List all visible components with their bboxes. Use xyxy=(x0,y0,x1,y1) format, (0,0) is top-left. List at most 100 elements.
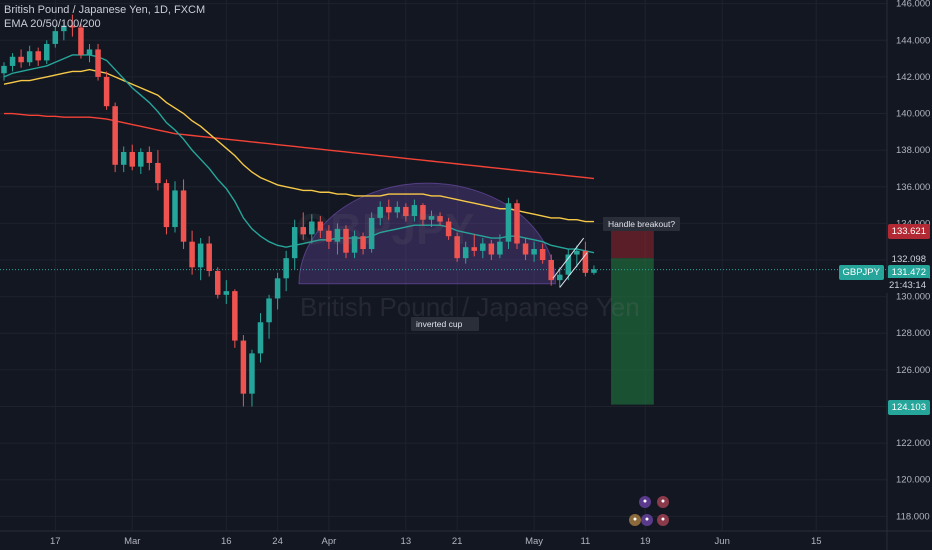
candle-body xyxy=(574,250,580,255)
y-tick-label: 134.000 xyxy=(896,218,930,229)
candle-body xyxy=(155,162,161,184)
candle-body xyxy=(411,205,418,217)
entry-price-tag: 132.098 xyxy=(887,252,930,267)
candle-body xyxy=(462,247,469,259)
candle-body xyxy=(44,43,50,61)
flag-event-icon[interactable]: ● xyxy=(657,496,669,508)
ema200-line xyxy=(4,112,595,180)
y-tick-label: 146.000 xyxy=(896,0,930,10)
y-tick-label: 128.000 xyxy=(896,328,930,339)
wedge-lower-line xyxy=(559,252,588,288)
candle-body xyxy=(232,291,238,341)
chart-title[interactable]: British Pound / Japanese Yen, 1D, FXCM xyxy=(4,4,206,16)
x-tick-label: Mar xyxy=(124,536,140,547)
candle-body xyxy=(343,228,349,253)
candle-body xyxy=(35,51,41,61)
y-tick-label: 126.000 xyxy=(896,365,930,376)
candle-body xyxy=(548,260,554,281)
x-tick-label: 19 xyxy=(640,536,651,547)
candle-body xyxy=(146,151,153,163)
candle-body xyxy=(334,228,341,242)
y-tick-label: 120.000 xyxy=(896,475,930,486)
target-zone xyxy=(611,258,654,405)
candle-body xyxy=(531,249,537,255)
handle-breakout-note[interactable]: Handle breakout? xyxy=(603,217,681,231)
x-tick-label: 17 xyxy=(50,536,61,547)
symbol-watermark: GBPJPY xyxy=(296,205,475,254)
candle-body xyxy=(9,56,16,66)
candle-body xyxy=(394,206,401,213)
candle-body xyxy=(403,206,409,217)
candle-body xyxy=(26,51,33,63)
candle-body xyxy=(505,203,512,242)
x-tick-label: May xyxy=(525,536,543,547)
y-tick-label: 122.000 xyxy=(896,438,930,449)
short-position-box xyxy=(0,230,887,405)
flag-event-icon[interactable]: ● xyxy=(641,514,653,526)
candle-body xyxy=(565,254,572,275)
candle-body xyxy=(206,243,212,271)
x-tick-label: Apr xyxy=(322,536,337,547)
candle-body xyxy=(317,221,324,231)
candle-body xyxy=(18,56,24,63)
candle-body xyxy=(266,298,272,323)
candle-body xyxy=(215,270,221,295)
candle-body xyxy=(368,217,375,250)
candle-body xyxy=(360,236,366,250)
last-price-tag: 131.472 xyxy=(887,265,930,280)
y-tick-label: 144.000 xyxy=(896,35,930,46)
indicator-legend[interactable]: EMA 20/50/100/200 xyxy=(4,18,101,30)
candle-body xyxy=(69,25,76,28)
y-tick-label: 140.000 xyxy=(896,109,930,120)
target-price-tag: 124.103 xyxy=(887,400,930,415)
ema20-line xyxy=(3,54,595,254)
candle-body xyxy=(129,151,135,167)
candle-body xyxy=(326,230,332,242)
candle-body xyxy=(471,247,477,251)
handle-wedge-lines xyxy=(552,237,588,288)
countdown-tag: 21:43:14 xyxy=(885,278,930,293)
wedge-upper-line xyxy=(552,237,585,279)
candle-body xyxy=(351,236,358,253)
candle-body xyxy=(454,236,460,259)
candle-body xyxy=(300,227,306,235)
x-tick-label: 15 xyxy=(811,536,822,547)
candle-body xyxy=(420,205,426,220)
candle-body xyxy=(488,243,495,255)
stop-price-tag: 133.621 xyxy=(887,224,930,239)
ema50-line xyxy=(3,68,594,223)
x-tick-label: 24 xyxy=(272,536,283,547)
y-tick-label: 130.000 xyxy=(896,292,930,303)
candle-body xyxy=(437,216,443,222)
y-tick-label: 138.000 xyxy=(896,145,930,156)
candle-body xyxy=(309,221,315,235)
candle-body xyxy=(480,243,486,251)
candle-body xyxy=(557,274,563,281)
candle-body xyxy=(223,291,230,295)
flag-event-icon[interactable]: ● xyxy=(657,514,669,526)
candle-body xyxy=(189,241,195,268)
y-tick-label: 142.000 xyxy=(896,72,930,83)
inverted-cup-note[interactable]: inverted cup xyxy=(411,317,479,331)
candle-body xyxy=(582,250,589,273)
candle-body xyxy=(283,258,289,279)
flag-event-icon[interactable]: ● xyxy=(639,496,651,508)
candle-body xyxy=(257,322,264,354)
candle-body xyxy=(180,190,187,242)
x-tick-label: 11 xyxy=(580,536,590,547)
candles xyxy=(1,14,597,407)
x-tick-label: Jun xyxy=(715,536,730,547)
candle-body xyxy=(539,249,546,261)
x-tick-label: 21 xyxy=(452,536,463,547)
time-axis[interactable]: 17 Mar 16 24 Apr 13 21 May 11 19 Jun 15 xyxy=(0,530,932,547)
candle-body xyxy=(52,31,59,44)
candle-body xyxy=(138,151,144,167)
candle-body xyxy=(95,49,101,77)
y-tick-label: 118.000 xyxy=(896,511,930,522)
symbol-tag: GBPJPY xyxy=(838,265,884,280)
candle-body xyxy=(428,216,435,220)
candle-body xyxy=(86,49,93,55)
flag-event-icon[interactable]: ● xyxy=(629,514,641,526)
ema-lines xyxy=(3,54,595,254)
